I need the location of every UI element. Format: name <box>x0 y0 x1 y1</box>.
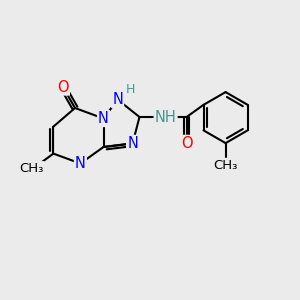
Text: CH₃: CH₃ <box>19 162 44 175</box>
Text: N: N <box>98 111 109 126</box>
Text: N: N <box>127 136 138 151</box>
Text: CH₃: CH₃ <box>213 159 238 172</box>
Text: O: O <box>57 80 69 94</box>
Text: O: O <box>181 136 192 151</box>
Text: NH: NH <box>155 110 176 124</box>
Text: H: H <box>125 82 135 96</box>
Text: N: N <box>75 156 86 171</box>
Text: N: N <box>112 92 123 107</box>
